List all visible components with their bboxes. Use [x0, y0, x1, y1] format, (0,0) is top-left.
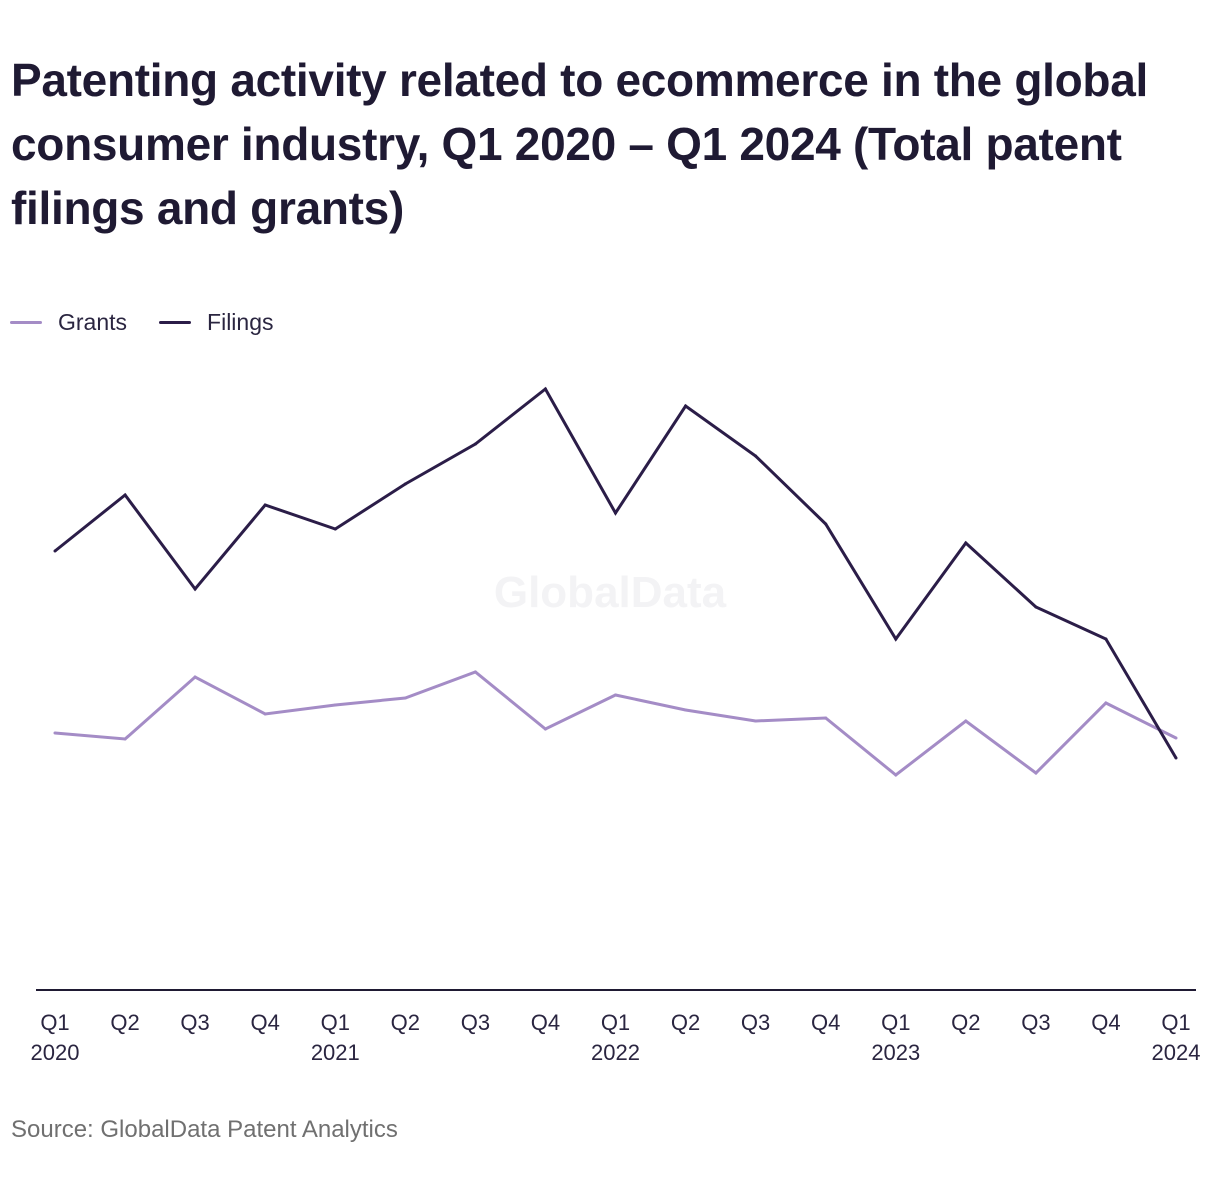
x-tick-label: Q3	[461, 1010, 490, 1035]
data-point-grants	[263, 712, 267, 716]
data-point-filings	[123, 493, 127, 497]
x-tick-label: Q2	[951, 1010, 980, 1035]
data-point-filings	[193, 587, 197, 591]
data-point-grants	[1104, 701, 1108, 705]
x-tick-year-label: 2021	[311, 1040, 360, 1065]
x-tick-year-label: 2024	[1152, 1040, 1201, 1065]
data-point-grants	[473, 670, 477, 674]
data-point-grants	[684, 708, 688, 712]
source-note: Source: GlobalData Patent Analytics	[11, 1116, 398, 1143]
x-tick-label: Q2	[391, 1010, 420, 1035]
series-layer	[53, 386, 1178, 777]
data-point-grants	[614, 693, 617, 697]
legend-label-filings: Filings	[207, 308, 274, 335]
x-tick-label: Q1	[1161, 1010, 1190, 1035]
x-tick-label: Q3	[180, 1010, 209, 1035]
x-tick-year-label: 2023	[871, 1040, 920, 1065]
x-tick-label: Q1	[881, 1010, 910, 1035]
data-point-filings	[684, 404, 688, 408]
x-tick-label: Q4	[531, 1010, 560, 1035]
data-point-filings	[964, 541, 968, 545]
legend-item-grants: Grants	[10, 309, 127, 336]
x-tick-label: Q1	[601, 1010, 630, 1035]
data-point-grants	[894, 773, 898, 777]
data-point-grants	[53, 731, 57, 735]
x-axis-ticks: Q1 2020 Q2 Q3 Q4 Q1 2021 Q2 Q3 Q4 Q1 2022 Q2 Q3 Q4 Q1 20…	[31, 1010, 1201, 1065]
legend-swatch-filings	[159, 320, 192, 324]
data-point-grants	[403, 696, 407, 700]
data-point-filings	[53, 549, 57, 553]
x-tick-year-label: 2020	[31, 1040, 80, 1065]
series-line-filings	[54, 386, 1178, 759]
data-point-filings	[894, 637, 898, 641]
legend-swatch-grants	[10, 320, 42, 324]
data-point-grants	[193, 675, 197, 679]
data-point-filings	[614, 511, 617, 515]
legend-label-grants: Grants	[58, 308, 128, 335]
data-point-filings	[333, 527, 337, 531]
x-tick-label: Q4	[811, 1010, 840, 1035]
x-tick-label: Q1	[40, 1010, 69, 1035]
x-tick-label: Q2	[671, 1010, 700, 1035]
data-point-filings	[824, 522, 828, 526]
data-point-filings	[1104, 637, 1108, 641]
series-line-grants	[54, 670, 1177, 777]
data-point-filings	[754, 454, 758, 458]
data-point-filings	[543, 387, 547, 391]
legend-item-filings: Filings	[159, 308, 274, 336]
data-point-grants	[1174, 736, 1178, 740]
x-tick-year-label: 2022	[591, 1040, 640, 1065]
chart-legend: Grants Filings	[10, 306, 306, 338]
x-tick-label: Q2	[110, 1010, 139, 1035]
x-tick-label: Q4	[251, 1010, 280, 1035]
x-tick-label: Q1	[321, 1010, 350, 1035]
data-point-grants	[754, 719, 758, 723]
chart-title: Patenting activity related to ecommerce …	[11, 54, 1148, 234]
data-point-filings	[1034, 605, 1038, 609]
x-tick-label: Q4	[1091, 1010, 1120, 1035]
data-point-filings	[1174, 756, 1178, 760]
data-point-grants	[333, 703, 337, 707]
data-point-grants	[123, 737, 127, 741]
x-tick-label: Q3	[1021, 1010, 1050, 1035]
data-point-grants	[543, 727, 547, 731]
data-point-filings	[403, 482, 407, 486]
data-point-filings	[473, 442, 477, 446]
data-point-grants	[964, 719, 968, 723]
data-point-grants	[1034, 771, 1038, 775]
data-point-grants	[824, 716, 828, 720]
data-point-filings	[263, 503, 267, 507]
x-tick-label: Q3	[741, 1010, 770, 1035]
